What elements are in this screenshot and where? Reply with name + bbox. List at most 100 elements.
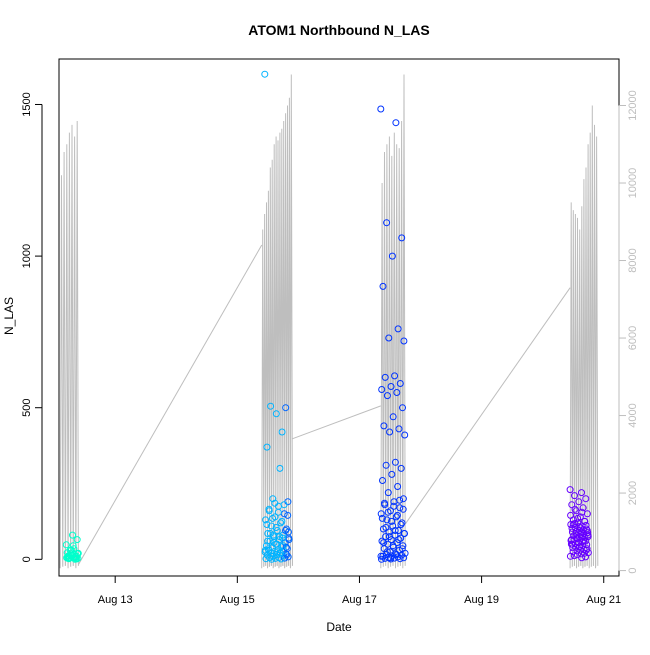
data-point — [566, 552, 574, 560]
data-point — [388, 252, 396, 260]
data-point — [382, 533, 390, 541]
data-point — [569, 521, 577, 528]
data-point — [278, 517, 286, 525]
data-point — [285, 528, 292, 536]
data-point — [575, 498, 583, 506]
data-point — [377, 510, 385, 518]
data-point — [273, 527, 281, 534]
x-tick-label: Aug 17 — [342, 594, 377, 606]
secondary-line-segment — [380, 74, 406, 569]
data-point — [399, 542, 407, 550]
data-point — [396, 380, 404, 387]
data-point — [266, 537, 274, 545]
y-tick-label: 500 — [21, 399, 33, 417]
data-point — [395, 425, 403, 433]
data-point — [62, 541, 70, 549]
data-point — [389, 413, 397, 421]
data-point — [391, 458, 399, 466]
data-point — [399, 404, 406, 412]
data-point — [385, 334, 393, 342]
data-point — [394, 483, 402, 490]
data-point — [380, 422, 388, 430]
secondary-line-connector — [404, 287, 571, 525]
axes: Aug 13 Aug 15 Aug 17 Aug 19 Aug 21 0 500 1000 15… — [21, 90, 639, 606]
data-point — [378, 537, 386, 545]
data-point — [276, 464, 284, 472]
y2-tick-label: 2000 — [627, 481, 639, 505]
data-point — [73, 536, 81, 544]
secondary-line-segment — [261, 74, 293, 569]
x-tick-label: Aug 21 — [586, 594, 621, 606]
data-point — [380, 539, 388, 547]
data-point — [393, 511, 401, 519]
data-point — [267, 522, 275, 530]
data-point — [571, 505, 579, 513]
y-axis-label: N_LAS — [2, 297, 16, 335]
data-point — [393, 551, 401, 559]
secondary-line-connector — [292, 405, 382, 440]
y-tick-label: 1500 — [21, 92, 33, 116]
data-point — [269, 495, 277, 503]
x-tick-label: Aug 13 — [98, 594, 133, 606]
data-point — [397, 534, 405, 542]
data-point — [381, 499, 388, 507]
secondary-series-line — [59, 74, 599, 569]
data-point — [277, 549, 284, 557]
data-point — [396, 555, 404, 563]
data-point — [389, 542, 397, 550]
data-point — [401, 431, 409, 439]
data-point — [264, 537, 272, 545]
data-point — [568, 501, 576, 509]
data-point — [277, 519, 285, 527]
data-point — [263, 443, 271, 451]
data-point — [273, 540, 281, 548]
data-point — [398, 519, 406, 527]
y2-tick-label: 6000 — [627, 326, 639, 350]
data-point — [398, 545, 406, 553]
data-point — [388, 517, 396, 525]
data-point — [378, 555, 385, 563]
data-point — [379, 282, 387, 290]
data-point — [267, 552, 275, 560]
data-point — [278, 428, 286, 436]
data-point — [382, 461, 390, 469]
secondary-line-segment — [59, 120, 79, 569]
data-point — [582, 553, 590, 561]
data-point — [378, 386, 386, 393]
data-point — [578, 508, 586, 516]
data-point — [388, 470, 396, 478]
data-point — [73, 555, 80, 563]
data-point — [575, 543, 583, 551]
y2-tick-label: 12000 — [627, 90, 639, 121]
y-tick-label: 1000 — [21, 244, 33, 268]
data-point — [570, 552, 578, 560]
data-point — [381, 373, 389, 381]
data-point — [573, 534, 581, 542]
chart-title: ATOM1 Northbound N_LAS — [248, 22, 429, 38]
data-point — [272, 410, 280, 418]
data-point — [66, 546, 74, 554]
data-point — [268, 555, 276, 563]
data-point — [282, 404, 290, 412]
data-point — [262, 516, 270, 524]
data-point — [283, 551, 291, 559]
data-point — [582, 546, 590, 554]
data-point — [387, 383, 395, 390]
data-point — [583, 527, 591, 534]
data-point — [398, 234, 406, 242]
plot-frame — [58, 58, 620, 577]
data-point — [395, 527, 402, 534]
data-point — [392, 119, 400, 127]
data-point — [263, 521, 271, 528]
data-point — [383, 548, 391, 556]
data-point — [74, 550, 82, 558]
y2-tick-label: 10000 — [627, 168, 639, 199]
data-point — [269, 531, 277, 539]
data-point — [399, 495, 407, 503]
data-point — [280, 501, 288, 509]
data-point — [582, 495, 590, 503]
data-point — [400, 554, 408, 562]
data-point — [397, 464, 405, 472]
data-point — [572, 530, 580, 537]
